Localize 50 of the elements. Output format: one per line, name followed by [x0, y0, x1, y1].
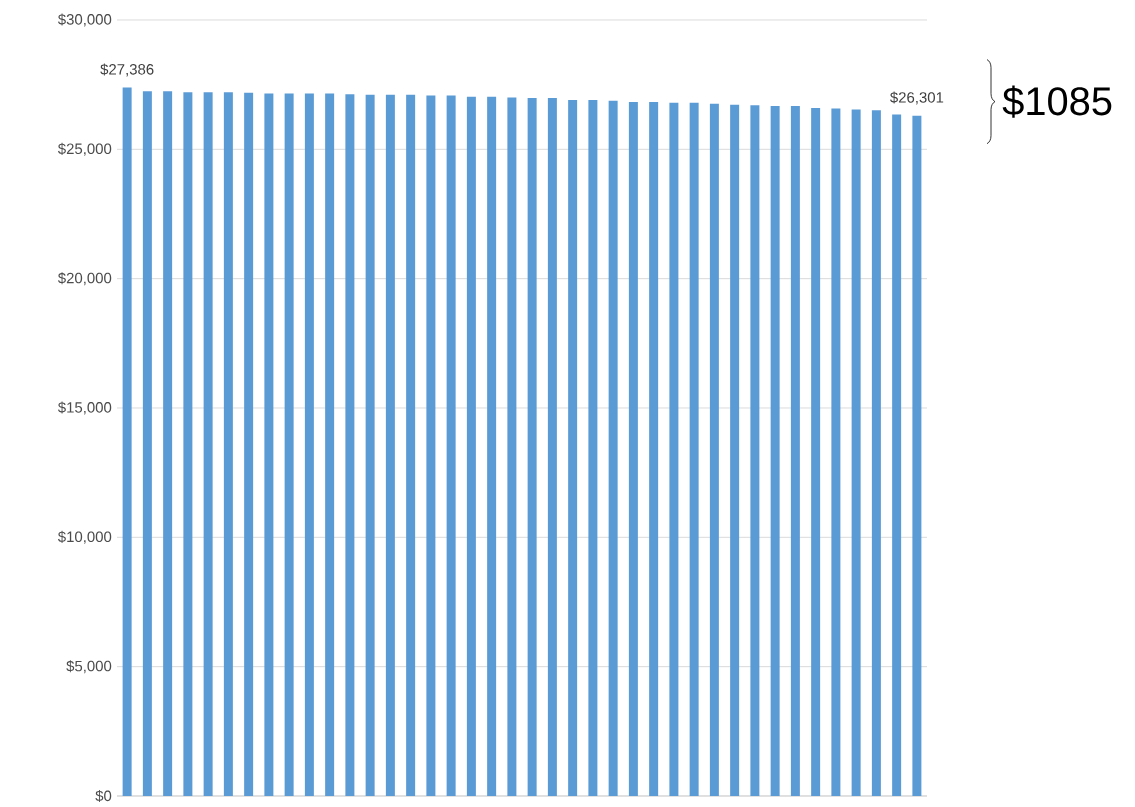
bar — [811, 107, 821, 796]
bar — [507, 97, 517, 796]
bar — [892, 114, 902, 796]
bar — [568, 99, 578, 796]
data-label: $27,386 — [100, 63, 154, 77]
bar — [851, 109, 861, 796]
bar — [325, 93, 335, 796]
bar — [183, 92, 193, 796]
bar — [831, 108, 841, 796]
bar — [770, 106, 780, 796]
text: $1085 — [1002, 85, 1112, 118]
bar — [244, 92, 254, 796]
bar — [264, 93, 274, 796]
y-tick-label: $20,000 — [57, 272, 112, 286]
y-tick-label: $10,000 — [57, 530, 112, 544]
bar — [750, 105, 760, 796]
y-tick-label: $30,000 — [57, 13, 112, 27]
bar — [163, 91, 173, 796]
bar — [223, 92, 233, 796]
bar — [426, 95, 436, 796]
y-tick-label: $15,000 — [57, 401, 112, 415]
bar — [365, 94, 375, 796]
y-tick-label: $0 — [95, 789, 112, 803]
bar — [588, 99, 598, 796]
bar — [689, 102, 699, 796]
bar — [284, 93, 294, 796]
bar — [730, 104, 740, 796]
bar — [790, 106, 800, 796]
bar — [345, 94, 355, 796]
bar — [628, 101, 638, 796]
bar — [122, 87, 132, 796]
bar — [304, 93, 314, 796]
bar — [669, 102, 679, 796]
bar — [871, 110, 881, 796]
bar — [547, 98, 557, 796]
bar — [466, 96, 476, 796]
bar — [487, 96, 497, 796]
bar — [385, 94, 395, 796]
bar — [527, 98, 537, 796]
y-tick-label: $5,000 — [66, 660, 112, 674]
bar — [406, 94, 416, 796]
bar — [203, 92, 213, 796]
y-tick-label: $25,000 — [57, 142, 112, 156]
bar — [709, 103, 719, 796]
data-label: $26,301 — [890, 91, 944, 105]
bar — [912, 115, 922, 796]
bar — [649, 101, 659, 796]
bar — [608, 100, 618, 796]
bar — [446, 95, 456, 796]
bar — [142, 91, 152, 796]
